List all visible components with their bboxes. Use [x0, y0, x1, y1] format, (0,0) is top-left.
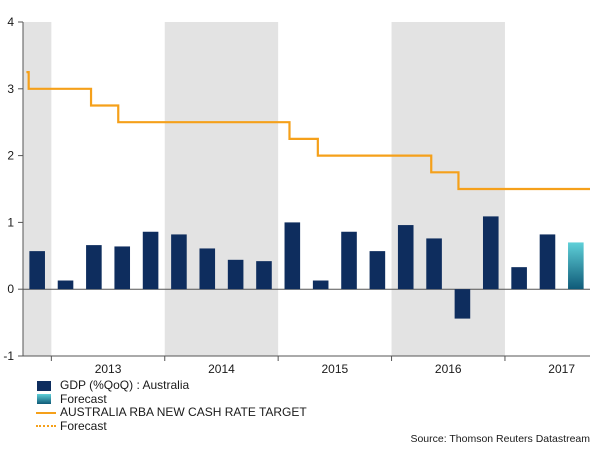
cash-rate-line: [26, 71, 590, 191]
gdp-bar: [142, 231, 159, 290]
gdp-bar: [369, 251, 386, 290]
x-year-label: 2014: [208, 362, 235, 376]
gdp-bar: [539, 234, 556, 290]
legend-item-gdp: GDP (%QoQ) : Australia: [36, 378, 307, 393]
legend: GDP (%QoQ) : Australia Forecast AUSTRALI…: [36, 378, 307, 434]
x-year-label: 2015: [321, 362, 348, 376]
gdp-bar: [227, 259, 244, 290]
x-year-label: 2013: [95, 362, 122, 376]
legend-gdp-forecast-label: Forecast: [60, 391, 107, 406]
y-tick-label: 3: [7, 82, 14, 96]
legend-gdp-label: GDP (%QoQ) : Australia: [60, 378, 190, 392]
gdp-bar: [29, 251, 45, 290]
shade-layer: [23, 22, 505, 356]
legend-item-rate-forecast: Forecast: [36, 418, 307, 434]
legend-item-gdp-forecast: Forecast: [36, 391, 307, 407]
gdp-forecast-bar: [568, 242, 584, 290]
y-tick-label: -1: [3, 349, 14, 363]
gdp-bar: [341, 231, 357, 290]
legend-rate-label: AUSTRALIA RBA NEW CASH RATE TARGET: [60, 405, 307, 419]
bar-layer: [29, 216, 584, 319]
y-tick-label: 1: [7, 215, 14, 229]
rate-forecast-swatch-icon: [36, 425, 56, 428]
gdp-bar: [171, 234, 187, 290]
rate-swatch-icon: [36, 411, 56, 414]
gdp-bar: [199, 248, 216, 290]
gdp-bar: [454, 289, 471, 319]
source-note: Source: Thomson Reuters Datastream: [410, 433, 590, 445]
gdp-bar: [284, 222, 301, 290]
x-year-label: 2017: [548, 362, 575, 376]
y-tick-label: 0: [7, 282, 14, 296]
y-tick-label: 4: [7, 15, 14, 29]
gdp-bar: [114, 246, 131, 290]
legend-rate-forecast-label: Forecast: [60, 418, 107, 433]
x-year-label: 2016: [435, 362, 462, 376]
gdp-swatch-icon: [37, 380, 51, 391]
gdp-bar: [256, 261, 272, 290]
legend-item-rate: AUSTRALIA RBA NEW CASH RATE TARGET: [36, 405, 307, 420]
y-tick-label: 2: [7, 149, 14, 163]
gdp-bar: [397, 225, 414, 290]
gdp-forecast-swatch-icon: [37, 394, 51, 405]
year-shade-band-2014: [164, 22, 279, 356]
gdp-bar: [57, 280, 74, 290]
gdp-bar: [482, 216, 499, 290]
line-layer: [26, 71, 590, 191]
label-layer: -1 0 1 2 3 4 2013 2014 2015 2016 2017: [3, 15, 575, 376]
gdp-bar: [312, 280, 329, 290]
gdp-bar: [86, 245, 102, 290]
gdp-bar: [511, 267, 527, 290]
gdp-bar: [426, 238, 442, 290]
